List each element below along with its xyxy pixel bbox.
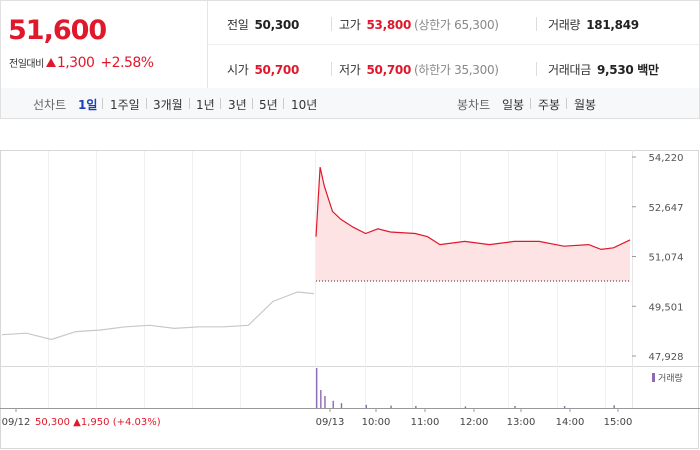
volume-bar [563,406,566,408]
volume-legend-swatch [652,373,655,382]
today-line [315,166,631,251]
y-tick-label: 52,647 [649,203,684,214]
prev-day-line [1,291,315,341]
stat-amount: 거래대금 9,530 백만 [548,63,659,77]
volume-bar [464,406,467,408]
stat-volume: 거래량 181,849 [548,18,639,32]
tab-3-months[interactable]: 3개월 [153,98,183,112]
tab-daily-candle[interactable]: 일봉 [502,98,525,112]
tab-1-week[interactable]: 1주일 [110,98,140,112]
tab-monthly-candle[interactable]: 월봉 [574,98,597,112]
y-tick-label: 54,220 [649,153,684,164]
x-tick-label: 12:00 [460,417,489,428]
change-percent: +2.58% [100,55,154,71]
up-triangle-icon [45,58,56,67]
y-tick-label: 49,501 [649,302,684,313]
today-area [316,167,630,281]
x-tick-label: 09/13 [316,417,345,428]
stat-high: 고가 53,800 (상한가 65,300) [339,18,499,32]
tab-5-years[interactable]: 5년 [259,98,278,112]
prev-day-summary: 50,300 ▲1,950 (+4.03%) [35,417,161,428]
tab-weekly-candle[interactable]: 주봉 [538,98,561,112]
x-tick-label: 09/12 [2,417,31,428]
y-axis: 54,220 52,647 51,074 49,501 47,928 [632,153,684,363]
line-chart-label: 선차트 [33,98,67,112]
tab-10-years[interactable]: 10년 [291,98,318,112]
volume-legend: 거래량 [652,372,683,384]
prev-day-series [1,291,315,341]
chart-grid [0,150,700,449]
tab-1-year[interactable]: 1년 [196,98,215,112]
x-axis: 09/12 09/13 10:00 11:00 12:00 13:00 14:00 15:00… [2,408,633,428]
volume-bar [390,405,392,408]
volume-bar [340,403,343,408]
quote-summary: 51,600 전일대비 1,300 +2.58% 전일 50,300 고가 53,800… [0,0,700,89]
up-triangle-icon: ▲ [73,417,81,428]
volume-bars [316,368,615,408]
volume-bar [316,368,318,408]
volume-bar [332,400,334,408]
change-label: 전일대비 [9,59,44,70]
volume-bar [324,396,326,408]
y-tick-label: 47,928 [649,352,684,363]
volume-bar [365,404,367,408]
today-series [315,166,631,251]
volume-bar [613,405,615,408]
price-box: 51,600 전일대비 1,300 +2.58% [1,1,208,88]
x-tick-label: 10:00 [362,417,391,428]
prev-day-change: 1,950 [81,417,113,428]
volume-bar [514,406,516,408]
stat-prev-close: 전일 50,300 [227,18,299,32]
x-tick-label: 14:00 [556,417,585,428]
candle-chart-label: 봉차트 [457,98,491,112]
stat-open: 시가 50,700 [227,63,299,77]
chart-frame [0,150,699,449]
x-tick-label: 13:00 [507,417,536,428]
tab-3-years[interactable]: 3년 [228,98,247,112]
x-tick-label: 15:00 [604,417,633,428]
change-value: 1,300 [56,55,95,71]
chart-period-bar: 선차트 1일 1주일 3개월 1년 3년 5년 10년 봉차트 일봉 주봉 월봉 [0,88,700,119]
tab-1-day[interactable]: 1일 [78,98,98,112]
current-price: 51,600 [8,15,107,46]
today-area-fill [316,167,630,281]
x-tick-label: 11:00 [411,417,440,428]
stat-low: 저가 50,700 (하한가 35,300) [339,63,499,77]
prev-day-change-percent: (+4.03%) [113,417,161,428]
price-change: 전일대비 1,300 +2.58% [9,55,154,71]
volume-bar [320,390,322,408]
prev-day-close: 50,300 [35,417,73,428]
volume-bar [415,406,417,408]
volume-legend-label: 거래량 [658,372,683,384]
y-tick-label: 51,074 [649,253,684,264]
